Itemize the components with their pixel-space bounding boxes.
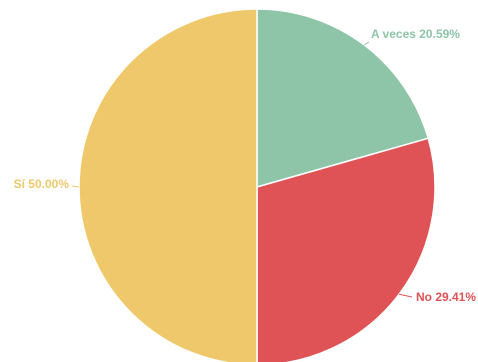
leader-line xyxy=(398,293,413,298)
pie-slice-no xyxy=(256,137,436,362)
slice-label: Sí 50.00% xyxy=(14,177,70,191)
leader-lines xyxy=(71,41,413,298)
slice-label: No 29.41% xyxy=(416,290,476,304)
slice-labels: A veces 20.59% No 29.41% Sí 50.00% xyxy=(14,27,477,304)
pie-slice-s xyxy=(78,8,258,362)
leader-line xyxy=(364,41,370,46)
slice-label: A veces 20.59% xyxy=(371,27,460,41)
pie-slices xyxy=(78,8,436,362)
leader-line xyxy=(71,185,80,188)
pie-slice-a-veces xyxy=(256,8,430,188)
